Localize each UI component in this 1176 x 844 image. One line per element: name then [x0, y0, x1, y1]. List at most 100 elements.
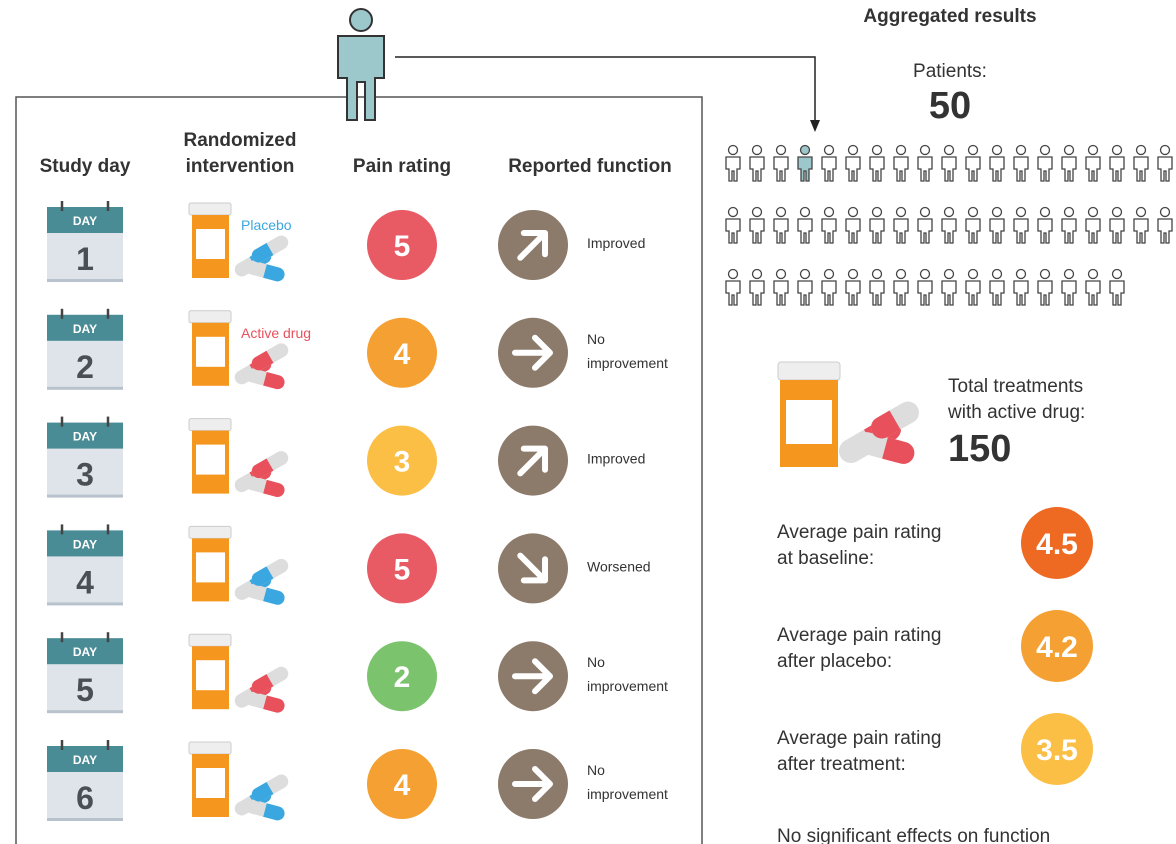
calendar-label: DAY — [73, 214, 97, 228]
pill — [245, 476, 285, 497]
calendar-base — [47, 710, 123, 714]
calendar-label: DAY — [73, 645, 97, 659]
treatments-label: Total treatments — [948, 376, 1083, 397]
day-number: 3 — [76, 457, 94, 493]
bottle-large — [777, 361, 919, 467]
calendar-base — [47, 279, 123, 282]
average-label: Average pain rating — [777, 522, 941, 543]
intervention-label: Placebo — [241, 217, 292, 233]
connector — [395, 56, 816, 122]
calendar-label: DAY — [73, 322, 97, 336]
pill — [251, 235, 289, 263]
aggregate-title: Aggregated results — [863, 6, 1036, 27]
calendar-label: DAY — [73, 430, 97, 444]
bottle-label — [196, 552, 225, 583]
header: Study day — [40, 156, 131, 177]
function-arrow — [517, 229, 549, 261]
treatments-count: 150 — [948, 428, 1011, 470]
pain-rating: 5 — [394, 230, 411, 263]
row: DAY 3 3 Improved — [47, 416, 645, 498]
function-text: Worsened — [587, 558, 651, 574]
calendar-label: DAY — [73, 537, 97, 551]
average-value: 4.2 — [1036, 631, 1078, 664]
patients-count: 50 — [929, 85, 971, 127]
pain-circle — [367, 210, 437, 280]
pill — [245, 691, 285, 713]
header: Reported function — [508, 156, 672, 177]
function-arrow — [517, 445, 549, 477]
bottle-label — [196, 768, 225, 798]
patients-label: Patients: — [913, 61, 987, 82]
treatments-label: with active drug: — [947, 402, 1085, 423]
bottle-cap — [188, 310, 232, 324]
day-number: 1 — [76, 241, 94, 277]
row: DAY 4 5 Worsened — [47, 524, 651, 606]
day-number: 4 — [76, 564, 94, 600]
pill — [245, 260, 285, 282]
average-circle — [1021, 507, 1093, 579]
pain-circle — [367, 641, 437, 712]
bottle-cap — [188, 633, 232, 647]
function-text: Improved — [587, 451, 645, 467]
day-number: 2 — [76, 349, 94, 385]
day-number: 6 — [76, 780, 94, 816]
pill — [251, 451, 289, 479]
pill — [251, 774, 289, 802]
header: Randomized — [184, 130, 297, 151]
average-circle — [1021, 713, 1093, 785]
bottle-cap — [188, 525, 232, 539]
pill — [245, 799, 285, 821]
average-value: 3.5 — [1036, 734, 1078, 767]
pain-circle — [367, 533, 437, 604]
calendar-base — [47, 818, 123, 821]
calendar-header — [47, 422, 123, 449]
row: DAY 1 Placebo 5 Improved — [47, 201, 645, 282]
bottle-label — [196, 444, 225, 475]
pill — [251, 666, 289, 694]
average-circle — [1021, 610, 1093, 682]
function-arrow — [512, 658, 553, 695]
row: DAY 6 4 No improvement — [47, 740, 668, 821]
average-value: 4.5 — [1036, 528, 1078, 561]
intervention-label: Active drug — [241, 325, 311, 341]
function-text: Improved — [587, 235, 645, 251]
function-arrow — [512, 334, 553, 371]
average-label: Average pain rating — [777, 625, 941, 646]
pill — [245, 368, 285, 390]
function-arrow — [517, 552, 549, 584]
bottle-cap — [188, 202, 232, 216]
calendar-header — [47, 638, 123, 665]
bottle-cap — [188, 418, 232, 432]
function-text: improvement — [587, 678, 668, 694]
pill — [245, 584, 285, 605]
function-arrow — [512, 766, 553, 802]
calendar-label: DAY — [73, 753, 97, 767]
row: DAY 5 2 No improvement — [47, 632, 668, 714]
pain-rating: 3 — [394, 446, 411, 479]
calendar-header — [47, 207, 123, 233]
bottle-label — [196, 336, 225, 367]
average-label: Average pain rating — [777, 728, 941, 749]
average-label: after treatment: — [777, 754, 906, 775]
arrow-head — [810, 120, 820, 132]
calendar-header — [47, 314, 123, 341]
pain-circle — [367, 749, 437, 819]
average-label: at baseline: — [777, 548, 874, 569]
header: Pain rating — [353, 156, 451, 177]
patient-grid — [725, 144, 1173, 306]
function-text: No — [587, 762, 605, 778]
calendar-header — [47, 746, 123, 772]
study-box — [15, 96, 703, 844]
function-text: improvement — [587, 355, 668, 371]
calendar-base — [47, 494, 123, 498]
calendar-base — [47, 386, 123, 390]
pill — [251, 558, 289, 586]
function-text: improvement — [587, 786, 668, 802]
function-text: No — [587, 654, 605, 670]
pill — [251, 343, 289, 371]
pain-rating: 2 — [394, 661, 411, 694]
pain-circle — [367, 425, 437, 496]
bottle-label — [196, 660, 225, 691]
header: intervention — [186, 156, 295, 177]
